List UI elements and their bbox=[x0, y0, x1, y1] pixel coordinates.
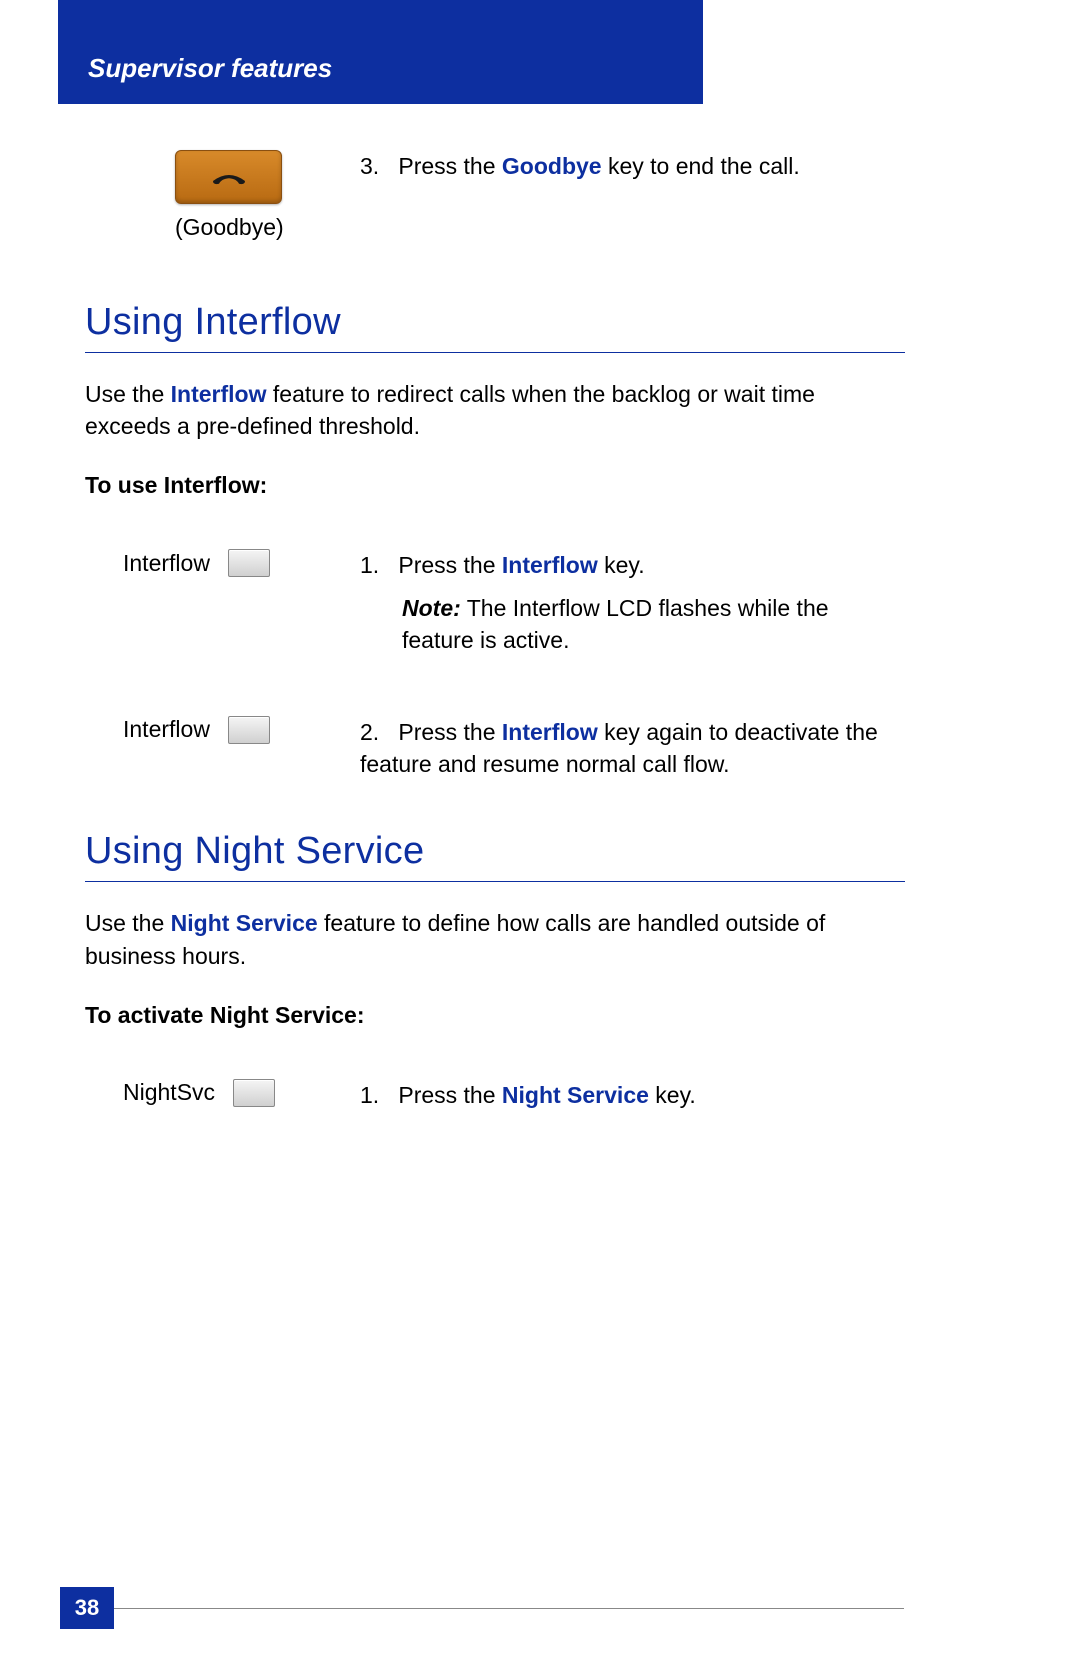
goodbye-step-text: 3. Press the Goodbye key to end the call… bbox=[360, 150, 905, 182]
step-number: 1. bbox=[360, 552, 379, 578]
goodbye-key-icon bbox=[175, 150, 282, 204]
text: key. bbox=[649, 1082, 696, 1108]
key-name: Night Service bbox=[171, 910, 318, 936]
night-service-intro: Use the Night Service feature to define … bbox=[85, 907, 905, 971]
step-number: 3. bbox=[360, 153, 379, 179]
text: key to end the call. bbox=[602, 153, 800, 179]
interflow-intro: Use the Interflow feature to redirect ca… bbox=[85, 378, 905, 442]
text: Press the bbox=[398, 719, 502, 745]
header-bar: Supervisor features bbox=[58, 0, 703, 104]
soft-key-icon bbox=[233, 1079, 275, 1107]
footer-rule bbox=[114, 1608, 904, 1609]
goodbye-key-block: (Goodbye) bbox=[85, 150, 360, 241]
interflow-step1-text: 1. Press the Interflow key. Note: The In… bbox=[360, 549, 905, 656]
night-service-key-block: NightSvc bbox=[85, 1079, 360, 1107]
page-content: (Goodbye) 3. Press the Goodbye key to en… bbox=[85, 150, 905, 1131]
interflow-subheading: To use Interflow: bbox=[85, 472, 905, 499]
text: Use the bbox=[85, 381, 171, 407]
key-name: Interflow bbox=[502, 719, 598, 745]
key-label: NightSvc bbox=[123, 1079, 215, 1106]
note-prefix: Note: bbox=[402, 595, 461, 621]
night-service-step1-text: 1. Press the Night Service key. bbox=[360, 1079, 905, 1111]
interflow-step2-text: 2. Press the Interflow key again to deac… bbox=[360, 716, 905, 780]
key-name: Interflow bbox=[171, 381, 267, 407]
section-heading-interflow: Using Interflow bbox=[85, 301, 905, 344]
header-title: Supervisor features bbox=[88, 53, 332, 84]
section-divider bbox=[85, 352, 905, 353]
interflow-step1-row: Interflow 1. Press the Interflow key. No… bbox=[85, 549, 905, 656]
text: Use the bbox=[85, 910, 171, 936]
section-divider bbox=[85, 881, 905, 882]
key-name: Interflow bbox=[502, 552, 598, 578]
text: Press the bbox=[398, 1082, 502, 1108]
night-service-step1-row: NightSvc 1. Press the Night Service key. bbox=[85, 1079, 905, 1111]
goodbye-row: (Goodbye) 3. Press the Goodbye key to en… bbox=[85, 150, 905, 241]
step-number: 2. bbox=[360, 719, 379, 745]
night-service-subheading: To activate Night Service: bbox=[85, 1002, 905, 1029]
soft-key-icon bbox=[228, 716, 270, 744]
text: Press the bbox=[398, 153, 502, 179]
key-label: Interflow bbox=[123, 550, 210, 577]
key-label: Interflow bbox=[123, 716, 210, 743]
page-number: 38 bbox=[60, 1587, 114, 1629]
soft-key-icon bbox=[228, 549, 270, 577]
step-number: 1. bbox=[360, 1082, 379, 1108]
interflow-key-block-1: Interflow bbox=[85, 549, 360, 577]
text: Press the bbox=[398, 552, 502, 578]
interflow-key-block-2: Interflow bbox=[85, 716, 360, 744]
note-text: The Interflow LCD flashes while the feat… bbox=[402, 595, 829, 653]
key-name: Night Service bbox=[502, 1082, 649, 1108]
goodbye-caption: (Goodbye) bbox=[175, 214, 284, 241]
section-heading-night-service: Using Night Service bbox=[85, 830, 905, 873]
handset-down-icon bbox=[209, 165, 249, 189]
text: key. bbox=[598, 552, 645, 578]
interflow-step2-row: Interflow 2. Press the Interflow key aga… bbox=[85, 716, 905, 780]
key-name: Goodbye bbox=[502, 153, 602, 179]
